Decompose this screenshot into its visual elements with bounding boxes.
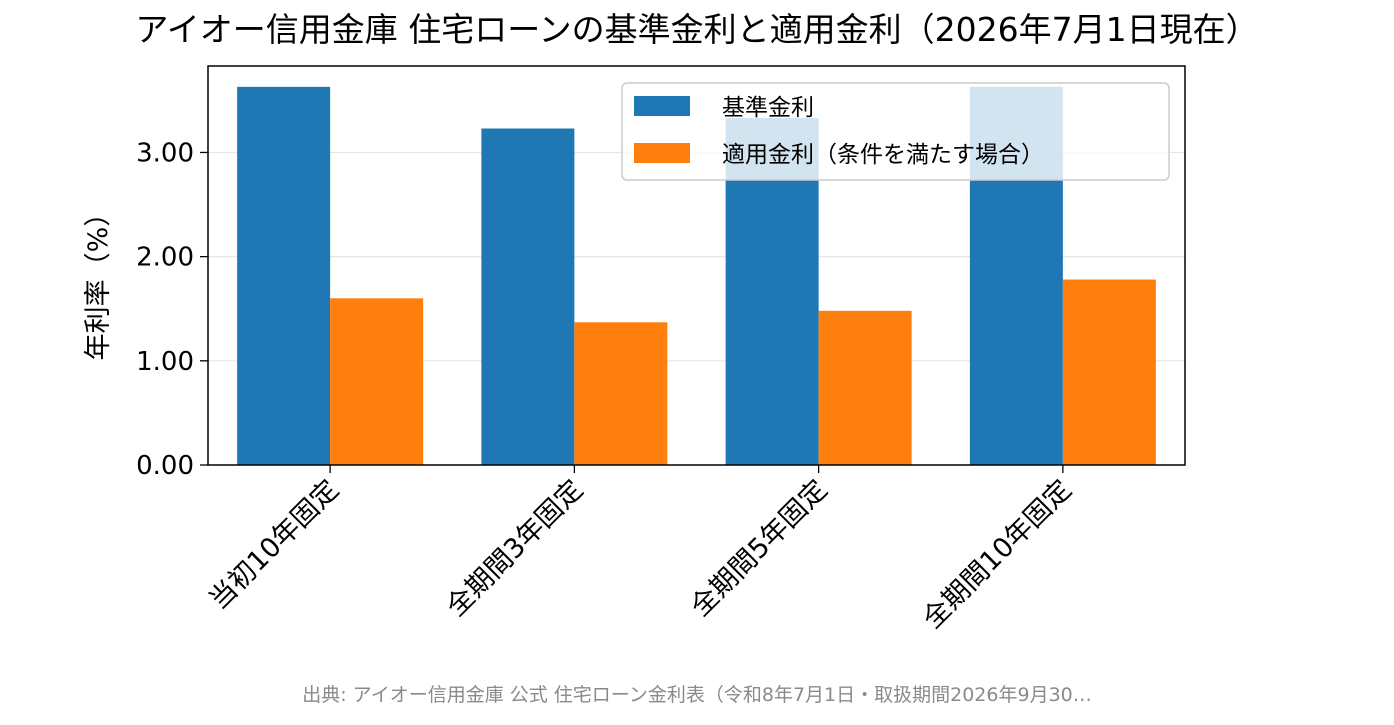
legend-swatch-applied-rate [634,143,690,163]
legend-label-applied-rate: 適用金利（条件を満たす場合） [722,142,1044,168]
bar-applied-rate [818,310,912,465]
y-tick-label: 3.00 [136,138,194,168]
legend: 基準金利 適用金利（条件を満たす場合） [621,82,1170,181]
x-tick-label: 全期間5年固定 [685,474,834,623]
bar-base-rate [237,86,331,465]
x-tick-label: 全期間3年固定 [441,474,590,623]
legend-box [621,82,1170,181]
y-tick-label: 1.00 [136,347,194,377]
source-note: 出典: アイオー信用金庫 公式 住宅ローン金利表（令和8年7月1日・取扱期間20… [302,684,1092,706]
plot-frame [207,65,1186,466]
bar-applied-rate [574,322,668,465]
x-tick-label: 全期間10年固定 [917,474,1078,635]
legend-swatch-base-rate [634,96,690,116]
y-tick-label: 2.00 [136,243,194,273]
x-tick-label: 当初10年固定 [203,474,345,616]
y-tick-label: 0.00 [136,451,194,481]
y-axis-label: 年利率（%） [83,200,114,361]
legend-label-base-rate: 基準金利 [722,95,814,121]
bar-applied-rate [330,298,424,465]
chart-title: アイオー信用金庫 住宅ローンの基準金利と適用金利（2026年7月1日現在） [135,10,1259,49]
bar-base-rate [481,128,575,465]
bar-applied-rate [1062,279,1156,465]
